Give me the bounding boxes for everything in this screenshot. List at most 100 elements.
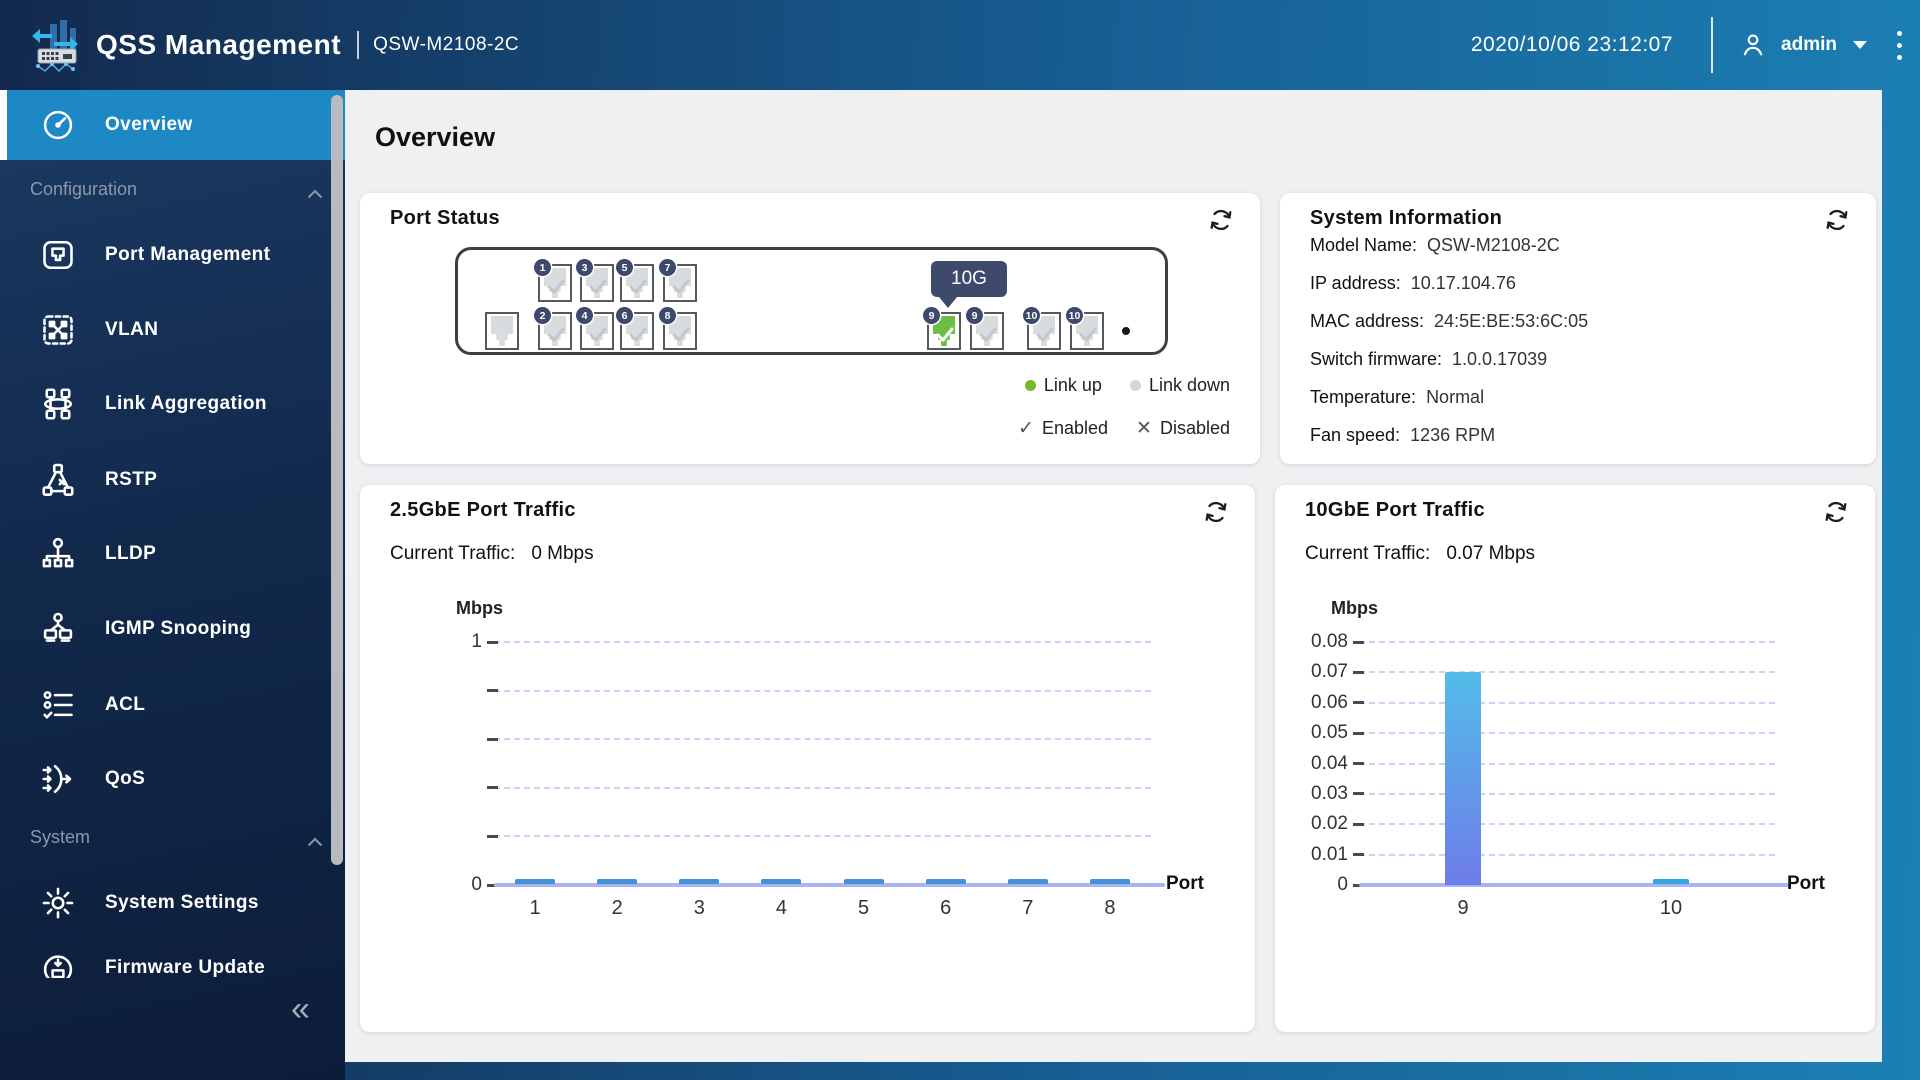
- bar-port-3: [679, 879, 720, 884]
- user-menu[interactable]: admin: [1781, 34, 1837, 55]
- card-title: 10GbE Port Traffic: [1305, 499, 1485, 521]
- chevron-up-icon[interactable]: [307, 831, 323, 847]
- info-row-model-name-: Model Name: QSW-M2108-2C: [1310, 235, 1560, 256]
- console-port[interactable]: [485, 312, 519, 350]
- port-number-badge: 5: [616, 259, 633, 276]
- port-number-badge: 1: [534, 259, 551, 276]
- port-9-up[interactable]: 9: [923, 307, 961, 350]
- sidebar-item-system-settings[interactable]: System Settings: [0, 866, 345, 940]
- sidebar-item-link-aggregation[interactable]: Link Aggregation: [0, 367, 345, 441]
- x-tick-label: 2: [611, 897, 623, 919]
- x-axis-line: [494, 883, 1165, 887]
- disabled-symbol-icon: ✕: [1136, 418, 1152, 439]
- rstp-icon: [40, 462, 76, 498]
- x-tick-label: 6: [940, 897, 952, 919]
- port-2[interactable]: 2: [534, 307, 572, 350]
- sidebar-item-label: Link Aggregation: [105, 393, 267, 414]
- refresh-icon[interactable]: [1203, 499, 1229, 525]
- port-number-badge: 4: [576, 307, 593, 324]
- port-number-badge: 8: [659, 307, 676, 324]
- sidebar-item-overview[interactable]: Overview: [0, 90, 345, 160]
- port-number-badge: 10: [1066, 307, 1083, 324]
- y-axis-title: Mbps: [1331, 598, 1378, 618]
- sidebar-item-port-management[interactable]: Port Management: [0, 218, 345, 292]
- gridline: [1359, 732, 1775, 735]
- indicator-dot: [1122, 327, 1130, 335]
- port-status-card: Port Status 1 3 5 7 2 4 6 8 9 9 10 10 10G Link up Lin…: [360, 193, 1260, 464]
- sidebar-collapse-button[interactable]: «: [291, 990, 310, 1028]
- bar-port-1: [515, 879, 556, 884]
- gridline: [1359, 671, 1775, 674]
- refresh-icon[interactable]: [1823, 499, 1849, 525]
- rj45-shape: [975, 316, 999, 346]
- port-6[interactable]: 6: [616, 307, 654, 350]
- info-value: 1.0.0.17039: [1452, 349, 1548, 369]
- sidebar-item-acl[interactable]: ACL: [0, 668, 345, 742]
- port-10[interactable]: 10: [1023, 307, 1061, 350]
- y-tick-label: 0.01: [1311, 843, 1348, 865]
- info-row-fan-speed-: Fan speed: 1236 RPM: [1310, 425, 1495, 446]
- header-divider: [357, 31, 360, 59]
- y-tick: [1353, 731, 1364, 735]
- sidebar-item-vlan[interactable]: VLAN: [0, 293, 345, 367]
- info-row-mac-address-: MAC address: 24:5E:BE:53:6C:05: [1310, 311, 1588, 332]
- port-4[interactable]: 4: [576, 307, 614, 350]
- port-8[interactable]: 8: [659, 307, 697, 350]
- more-menu-icon[interactable]: [1893, 27, 1906, 64]
- refresh-icon[interactable]: [1208, 207, 1234, 233]
- sidebar-item-label: System Settings: [105, 892, 259, 913]
- traffic-10gbe-card: 10GbE Port Traffic Current Traffic: 0.07…: [1275, 485, 1875, 1032]
- rj45-shape: [543, 268, 567, 298]
- sidebar-item-igmp-snooping[interactable]: IGMP Snooping: [0, 592, 345, 666]
- info-label: Fan speed:: [1310, 425, 1401, 445]
- info-row-ip-address-: IP address: 10.17.104.76: [1310, 273, 1516, 294]
- y-tick-label: 0: [471, 874, 482, 895]
- gridline: [494, 689, 1151, 692]
- port-icon: [40, 237, 76, 273]
- port-9[interactable]: 9: [966, 307, 1004, 350]
- x-tick-label: 5: [858, 897, 870, 919]
- chevron-down-icon[interactable]: [1853, 41, 1867, 49]
- y-tick: [487, 786, 498, 790]
- bar-port-9: [1445, 672, 1481, 885]
- legend-label: Enabled: [1041, 418, 1109, 438]
- y-axis-title: Mbps: [456, 598, 503, 618]
- gauge-icon: [40, 107, 76, 143]
- x-tick-label: 4: [775, 897, 787, 919]
- sidebar: Overview Configuration Port Management VLAN…: [0, 90, 345, 1080]
- sidebar-item-rstp[interactable]: RSTP: [0, 443, 345, 517]
- gridline: [1359, 701, 1775, 704]
- port-1[interactable]: 1: [534, 259, 572, 302]
- x-axis-title: Port: [1166, 873, 1204, 894]
- port-5[interactable]: 5: [616, 259, 654, 302]
- device-model: QSW-M2108-2C: [373, 34, 520, 55]
- chevron-up-icon[interactable]: [307, 183, 323, 199]
- qss-logo-icon: [30, 16, 88, 74]
- sidebar-item-firmware-update[interactable]: Firmware Update: [0, 931, 345, 978]
- current-traffic-label: Current Traffic:: [390, 543, 516, 564]
- y-tick: [1353, 670, 1364, 674]
- bar-port-7: [1007, 879, 1048, 884]
- port-number-badge: 10: [1023, 307, 1040, 324]
- link-legend: Link up Link down: [1007, 375, 1230, 396]
- sidebar-item-lldp[interactable]: LLDP: [0, 517, 345, 591]
- rj45-shape: [668, 316, 692, 346]
- sidebar-scrollbar[interactable]: [331, 95, 343, 865]
- sidebar-section-configuration: Configuration: [0, 177, 345, 203]
- x-axis-title: Port: [1787, 873, 1825, 894]
- current-traffic-label: Current Traffic:: [1305, 543, 1431, 564]
- y-tick-label: 0: [1337, 874, 1348, 895]
- header-vertical-divider: [1711, 17, 1714, 73]
- sidebar-item-qos[interactable]: QoS: [0, 742, 345, 816]
- refresh-icon[interactable]: [1824, 207, 1850, 233]
- sidebar-item-label: VLAN: [105, 319, 159, 340]
- speed-tooltip: 10G: [931, 261, 1007, 308]
- y-tick: [487, 834, 498, 838]
- legend-label: Disabled: [1159, 418, 1230, 438]
- port-10[interactable]: 10: [1066, 307, 1104, 350]
- port-3[interactable]: 3: [576, 259, 614, 302]
- rj45-shape: [490, 316, 514, 346]
- page-title: Overview: [375, 122, 496, 152]
- port-7[interactable]: 7: [659, 259, 697, 302]
